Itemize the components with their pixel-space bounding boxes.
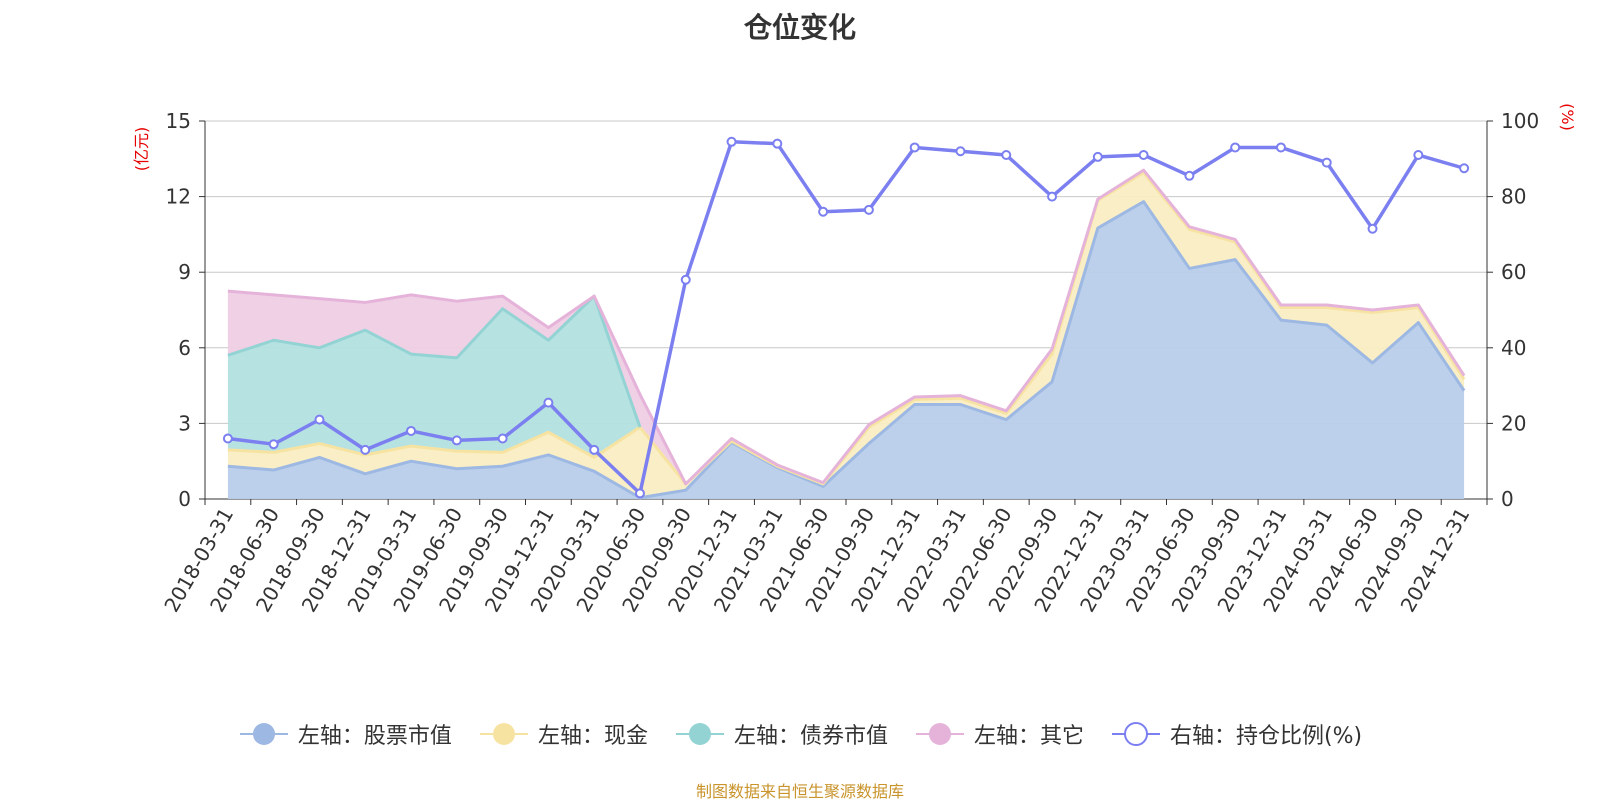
ratio-point	[222, 433, 233, 444]
right-axis-unit: (%)	[1558, 103, 1577, 131]
ratio-layer	[222, 136, 1470, 499]
legend: 左轴：股票市值 左轴：现金 左轴：债券市值 左轴：其它 右轴：持仓比例(%)	[0, 718, 1600, 750]
ratio-point	[1230, 142, 1241, 153]
ratio-point	[772, 138, 783, 149]
legend-label: 左轴：其它	[973, 724, 1084, 749]
line-左轴：债券市值	[227, 294, 642, 428]
legend-item[interactable]: 左轴：现金	[478, 718, 648, 750]
ratio-point	[1413, 150, 1424, 161]
ratio-point	[1367, 223, 1378, 234]
ratio-point	[543, 397, 554, 408]
ratio-point	[314, 414, 325, 425]
left-tick-label: 3	[178, 411, 191, 435]
legend-label: 右轴：持仓比例(%)	[1169, 724, 1363, 749]
ratio-point	[634, 488, 645, 499]
ratio-point	[497, 433, 508, 444]
legend-filled-circle-icon	[479, 723, 528, 745]
ratio-point	[360, 444, 371, 455]
ratio-point	[909, 142, 920, 153]
legend-item[interactable]: 左轴：债券市值	[674, 718, 888, 750]
left-tick-label: 6	[178, 336, 191, 360]
legend-item[interactable]: 左轴：其它	[914, 718, 1084, 750]
area-左轴：股票市值	[227, 201, 1465, 499]
left-tick-label: 12	[166, 185, 191, 209]
ratio-point	[1047, 191, 1058, 202]
area-左轴：其它	[227, 170, 1465, 484]
left-axis-unit: (亿元)	[132, 127, 151, 172]
ratio-point	[726, 136, 737, 147]
ratio-point	[1459, 163, 1470, 174]
ratio-point	[1138, 150, 1149, 161]
right-tick-label: 0	[1501, 487, 1514, 511]
ratio-point	[268, 439, 279, 450]
ratio-point	[1321, 157, 1332, 168]
left-tick-label: 15	[166, 109, 191, 133]
right-tick-label: 80	[1501, 185, 1526, 209]
ratio-point	[1092, 151, 1103, 162]
ratio-point	[818, 206, 829, 217]
ratio-point	[680, 274, 691, 285]
right-tick-label: 60	[1501, 260, 1526, 284]
ratio-point	[589, 444, 600, 455]
line-左轴：其它	[227, 168, 1466, 486]
right-tick-label: 20	[1501, 411, 1526, 435]
ratio-point	[955, 146, 966, 157]
line-左轴：股票市值	[227, 200, 1466, 500]
legend-label: 左轴：现金	[537, 724, 648, 749]
area-左轴：现金	[227, 172, 1465, 498]
ratio-point	[1001, 150, 1012, 161]
right-tick-label: 100	[1501, 109, 1539, 133]
source-note: 制图数据来自恒生聚源数据库	[695, 782, 904, 801]
area-左轴：债券市值	[227, 296, 640, 458]
legend-filled-circle-icon	[915, 723, 964, 745]
right-tick-label: 40	[1501, 336, 1526, 360]
area-layer	[227, 170, 1465, 499]
legend-item[interactable]: 左轴：股票市值	[238, 718, 452, 750]
ratio-point	[1275, 142, 1286, 153]
legend-hollow-circle-icon	[1111, 722, 1160, 746]
ratio-point	[863, 204, 874, 215]
legend-filled-circle-icon	[675, 723, 724, 745]
legend-item[interactable]: 右轴：持仓比例(%)	[1110, 718, 1362, 750]
left-tick-label: 9	[178, 260, 191, 284]
ratio-point	[406, 425, 417, 436]
legend-filled-circle-icon	[239, 723, 288, 745]
chart-title: 仓位变化	[743, 11, 856, 44]
ratio-line	[227, 140, 1465, 496]
left-tick-label: 0	[178, 487, 191, 511]
ratio-point	[1184, 170, 1195, 181]
legend-label: 左轴：债券市值	[733, 724, 888, 749]
legend-label: 左轴：股票市值	[297, 724, 452, 749]
ratio-point	[451, 435, 462, 446]
line-layer	[227, 168, 1466, 500]
